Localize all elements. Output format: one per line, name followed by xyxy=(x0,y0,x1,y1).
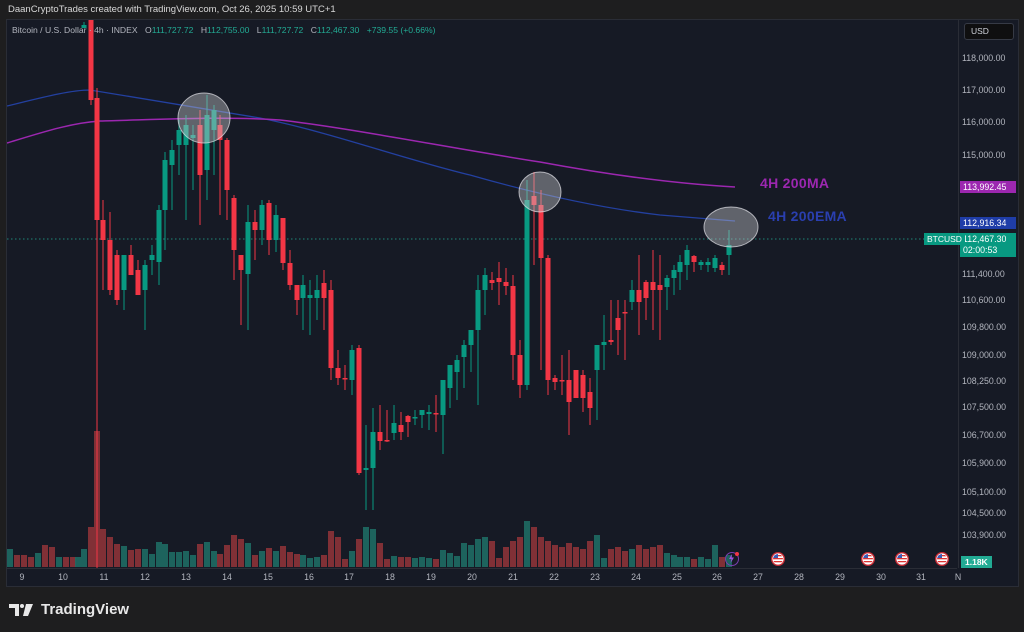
price-tick: 108,250.00 xyxy=(962,376,1007,386)
time-tick: 14 xyxy=(222,572,232,582)
price-tick: 110,600.00 xyxy=(962,295,1006,305)
time-tick: N xyxy=(954,572,962,582)
time-tick: 25 xyxy=(672,572,682,582)
time-tick: 28 xyxy=(794,572,804,582)
ma-annotation: 4H 200MA xyxy=(760,175,830,191)
price-tick: 117,000.00 xyxy=(962,85,1006,95)
ema-price-tag: 112,916.34 xyxy=(960,217,1016,229)
price-tick: 105,900.00 xyxy=(962,458,1007,468)
price-tick: 109,800.00 xyxy=(962,322,1007,332)
price-tick: 111,400.00 xyxy=(962,269,1005,279)
low-value: 111,727.72 xyxy=(261,25,304,35)
price-tick: 105,100.00 xyxy=(962,487,1007,497)
time-tick: 18 xyxy=(385,572,395,582)
time-tick: 9 xyxy=(19,572,25,582)
price-tick: 103,900.00 xyxy=(962,530,1007,540)
price-tick: 109,000.00 xyxy=(962,350,1007,360)
price-tick: 116,000.00 xyxy=(962,117,1006,127)
chart-caption: DaanCryptoTrades created with TradingVie… xyxy=(8,4,336,15)
price-tick: 106,700.00 xyxy=(962,430,1007,440)
time-tick: 24 xyxy=(631,572,641,582)
time-tick: 19 xyxy=(426,572,436,582)
price-tick: 115,000.00 xyxy=(962,150,1006,160)
time-tick: 12 xyxy=(140,572,150,582)
time-tick: 15 xyxy=(263,572,273,582)
lightning-event-icon[interactable] xyxy=(725,552,739,566)
time-axis[interactable] xyxy=(7,568,957,587)
time-tick: 17 xyxy=(344,572,354,582)
us-flag-event-icon[interactable] xyxy=(935,552,949,566)
time-tick: 21 xyxy=(508,572,518,582)
price-tick: 107,500.00 xyxy=(962,402,1007,412)
volume-badge: 1.18K xyxy=(961,556,992,568)
close-value: 112,467.30 xyxy=(316,25,360,35)
time-tick: 31 xyxy=(916,572,926,582)
time-tick: 20 xyxy=(467,572,477,582)
price-tick: 118,000.00 xyxy=(962,53,1006,63)
time-tick: 27 xyxy=(753,572,763,582)
price-tick: 104,500.00 xyxy=(962,508,1007,518)
ema-annotation: 4H 200EMA xyxy=(768,208,847,224)
price-axis[interactable] xyxy=(958,20,1019,568)
time-tick: 30 xyxy=(876,572,886,582)
us-flag-event-icon[interactable] xyxy=(771,552,785,566)
symbol-description[interactable]: Bitcoin / U.S. Dollar · 4h · INDEX xyxy=(12,25,138,35)
chart-plot-area[interactable] xyxy=(7,20,957,568)
us-flag-event-icon[interactable] xyxy=(861,552,875,566)
us-flag-event-icon[interactable] xyxy=(895,552,909,566)
bar-countdown: 02:00:53 xyxy=(963,245,998,255)
time-tick: 16 xyxy=(304,572,314,582)
time-tick: 13 xyxy=(181,572,191,582)
candlestick-chart xyxy=(7,20,957,568)
last-price-tag: 112,467.30 02:00:53 xyxy=(960,233,1016,257)
change-value: +739.55 (+0.66%) xyxy=(366,25,436,35)
high-value: 112,755.00 xyxy=(207,25,250,35)
currency-button[interactable]: USD xyxy=(964,23,1014,40)
symbol-legend: Bitcoin / U.S. Dollar · 4h · INDEX O111,… xyxy=(12,25,436,35)
time-tick: 22 xyxy=(549,572,559,582)
time-tick: 23 xyxy=(590,572,600,582)
time-tick: 10 xyxy=(58,572,68,582)
ma-price-tag: 113,992.45 xyxy=(960,181,1016,193)
tradingview-logo-icon xyxy=(9,603,33,616)
time-tick: 11 xyxy=(99,572,109,582)
symbol-tag: BTCUSD xyxy=(924,233,965,245)
open-value: 111,727.72 xyxy=(151,25,194,35)
tradingview-logo: TradingView xyxy=(9,601,129,618)
time-tick: 26 xyxy=(712,572,722,582)
time-tick: 29 xyxy=(835,572,845,582)
